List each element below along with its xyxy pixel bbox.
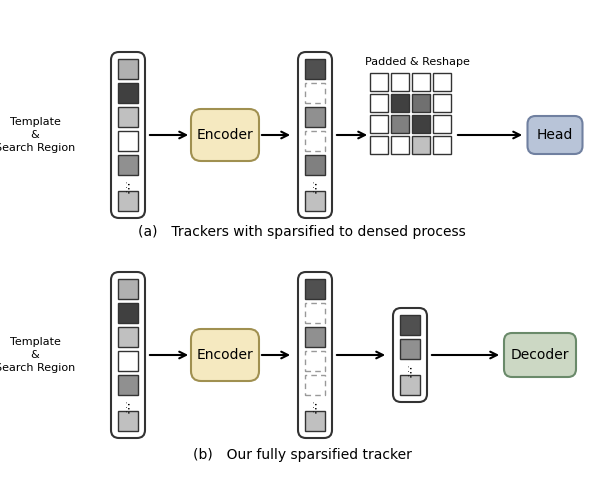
Bar (412, 94, 430, 112)
FancyBboxPatch shape (393, 308, 427, 402)
Bar (305, 375, 325, 395)
Bar (118, 327, 138, 347)
Bar (305, 83, 325, 103)
Bar (305, 131, 325, 151)
Text: ⋯: ⋯ (309, 180, 321, 193)
Text: · · ·: · · · (125, 180, 131, 192)
Bar (305, 303, 325, 323)
Text: Template
&
Search Region: Template & Search Region (0, 337, 75, 373)
Text: Decoder: Decoder (511, 348, 569, 362)
Text: Template
&
Search Region: Template & Search Region (0, 117, 75, 153)
Text: ⋯: ⋯ (121, 180, 135, 193)
Bar (305, 191, 325, 211)
Bar (118, 155, 138, 175)
Text: · · ·: · · · (125, 400, 131, 411)
Bar (370, 136, 388, 154)
Text: · · ·: · · · (312, 400, 318, 411)
Bar (118, 411, 138, 431)
Bar (305, 107, 325, 127)
Bar (391, 115, 409, 133)
Bar (400, 375, 420, 395)
Text: · · ·: · · · (312, 180, 318, 192)
FancyBboxPatch shape (111, 272, 145, 438)
Text: · · ·: · · · (407, 364, 413, 376)
Text: (b) Our fully sparsified tracker: (b) Our fully sparsified tracker (193, 448, 411, 462)
Text: ⋯: ⋯ (121, 401, 135, 413)
Bar (370, 94, 388, 112)
Bar (118, 83, 138, 103)
Bar (305, 279, 325, 299)
Text: Padded & Reshape: Padded & Reshape (365, 57, 469, 67)
Text: ⋯: ⋯ (309, 401, 321, 413)
Bar (118, 375, 138, 395)
Bar (391, 136, 409, 154)
Bar (433, 94, 451, 112)
Bar (118, 107, 138, 127)
FancyBboxPatch shape (191, 329, 259, 381)
Bar (412, 115, 430, 133)
Text: (a) Trackers with sparsified to densed process: (a) Trackers with sparsified to densed p… (138, 225, 466, 239)
Bar (412, 73, 430, 91)
Bar (118, 303, 138, 323)
Bar (305, 155, 325, 175)
Bar (370, 73, 388, 91)
Bar (433, 136, 451, 154)
Bar (118, 59, 138, 79)
Bar (370, 115, 388, 133)
Bar (305, 411, 325, 431)
Bar (118, 351, 138, 371)
FancyBboxPatch shape (504, 333, 576, 377)
FancyBboxPatch shape (298, 272, 332, 438)
Text: Encoder: Encoder (197, 128, 253, 142)
Bar (118, 191, 138, 211)
Bar (412, 136, 430, 154)
Text: Head: Head (537, 128, 573, 142)
Bar (118, 131, 138, 151)
Text: Encoder: Encoder (197, 348, 253, 362)
Bar (391, 94, 409, 112)
Bar (305, 327, 325, 347)
FancyBboxPatch shape (527, 116, 582, 154)
Bar (433, 73, 451, 91)
Text: ⋯: ⋯ (403, 365, 417, 377)
Bar (400, 315, 420, 335)
FancyBboxPatch shape (191, 109, 259, 161)
Bar (118, 279, 138, 299)
Bar (305, 351, 325, 371)
FancyBboxPatch shape (298, 52, 332, 218)
Bar (391, 73, 409, 91)
Bar (305, 59, 325, 79)
Bar (433, 115, 451, 133)
Bar (400, 339, 420, 359)
FancyBboxPatch shape (111, 52, 145, 218)
